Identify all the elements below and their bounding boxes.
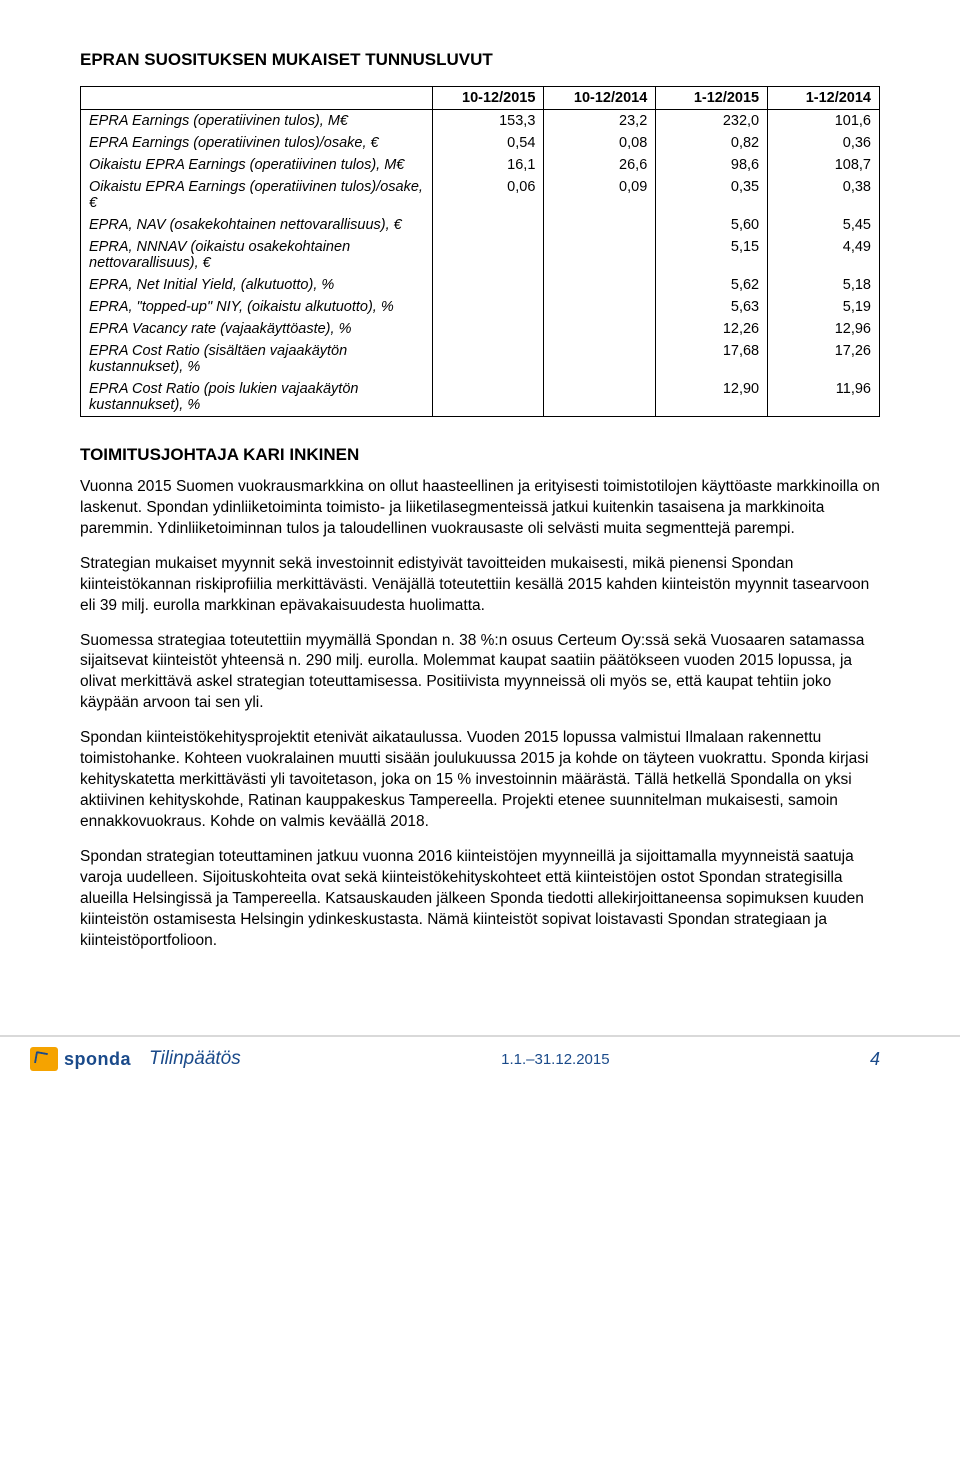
row-label: EPRA, Net Initial Yield, (alkutuotto), % bbox=[81, 274, 433, 296]
col-blank bbox=[81, 87, 433, 110]
col-3: 1-12/2015 bbox=[656, 87, 768, 110]
row-value bbox=[544, 378, 656, 417]
row-label: EPRA Vacancy rate (vajaakäyttöaste), % bbox=[81, 318, 433, 340]
row-value bbox=[432, 340, 544, 378]
table-row: EPRA, NAV (osakekohtainen nettovarallisu… bbox=[81, 214, 880, 236]
body-paragraph: Spondan kiinteistökehitysprojektit eteni… bbox=[80, 728, 880, 833]
row-value: 0,06 bbox=[432, 176, 544, 214]
row-value: 26,6 bbox=[544, 154, 656, 176]
row-value: 0,08 bbox=[544, 132, 656, 154]
row-label: EPRA, NNNAV (oikaistu osakekohtainen net… bbox=[81, 236, 433, 274]
row-value: 5,45 bbox=[768, 214, 880, 236]
row-value: 101,6 bbox=[768, 110, 880, 133]
row-value: 23,2 bbox=[544, 110, 656, 133]
row-value: 17,68 bbox=[656, 340, 768, 378]
report-name: Tilinpäätös bbox=[149, 1048, 241, 1070]
row-label: EPRA Earnings (operatiivinen tulos), M€ bbox=[81, 110, 433, 133]
table-row: EPRA Vacancy rate (vajaakäyttöaste), % 12… bbox=[81, 318, 880, 340]
row-value: 17,26 bbox=[768, 340, 880, 378]
row-value bbox=[544, 296, 656, 318]
row-value: 16,1 bbox=[432, 154, 544, 176]
row-value: 232,0 bbox=[656, 110, 768, 133]
table-row: EPRA Cost Ratio (pois lukien vajaakäytön… bbox=[81, 378, 880, 417]
row-value bbox=[432, 378, 544, 417]
table-row: Oikaistu EPRA Earnings (operatiivinen tu… bbox=[81, 154, 880, 176]
table-row: EPRA, NNNAV (oikaistu osakekohtainen net… bbox=[81, 236, 880, 274]
page-title: EPRAN SUOSITUKSEN MUKAISET TUNNUSLUVUT bbox=[80, 50, 880, 70]
row-value: 4,49 bbox=[768, 236, 880, 274]
row-value: 153,3 bbox=[432, 110, 544, 133]
row-value: 0,38 bbox=[768, 176, 880, 214]
brand-logo: sponda bbox=[30, 1047, 131, 1071]
row-value bbox=[544, 214, 656, 236]
row-value bbox=[432, 214, 544, 236]
table-row: EPRA Earnings (operatiivinen tulos), M€1… bbox=[81, 110, 880, 133]
table-row: EPRA Cost Ratio (sisältäen vajaakäytön k… bbox=[81, 340, 880, 378]
row-value: 98,6 bbox=[656, 154, 768, 176]
body-paragraph: Suomessa strategiaa toteutettiin myymäll… bbox=[80, 631, 880, 715]
row-value: 11,96 bbox=[768, 378, 880, 417]
brand-word: sponda bbox=[64, 1049, 131, 1070]
row-label: EPRA, "topped-up" NIY, (oikaistu alkutuo… bbox=[81, 296, 433, 318]
row-value: 5,18 bbox=[768, 274, 880, 296]
table-row: Oikaistu EPRA Earnings (operatiivinen tu… bbox=[81, 176, 880, 214]
row-value: 0,09 bbox=[544, 176, 656, 214]
row-value bbox=[544, 340, 656, 378]
row-value: 5,15 bbox=[656, 236, 768, 274]
row-label: EPRA Earnings (operatiivinen tulos)/osak… bbox=[81, 132, 433, 154]
page-number: 4 bbox=[870, 1049, 880, 1070]
row-value: 5,63 bbox=[656, 296, 768, 318]
row-value: 108,7 bbox=[768, 154, 880, 176]
row-label: EPRA, NAV (osakekohtainen nettovarallisu… bbox=[81, 214, 433, 236]
col-1: 10-12/2015 bbox=[432, 87, 544, 110]
row-value bbox=[544, 236, 656, 274]
ceo-section-title: TOIMITUSJOHTAJA KARI INKINEN bbox=[80, 445, 880, 465]
body-paragraph: Spondan strategian toteuttaminen jatkuu … bbox=[80, 847, 880, 952]
table-header-row: 10-12/2015 10-12/2014 1-12/2015 1-12/201… bbox=[81, 87, 880, 110]
row-value: 0,35 bbox=[656, 176, 768, 214]
row-label: Oikaistu EPRA Earnings (operatiivinen tu… bbox=[81, 176, 433, 214]
table-row: EPRA Earnings (operatiivinen tulos)/osak… bbox=[81, 132, 880, 154]
body-text: Vuonna 2015 Suomen vuokrausmarkkina on o… bbox=[80, 477, 880, 951]
row-value: 12,26 bbox=[656, 318, 768, 340]
row-value bbox=[544, 318, 656, 340]
body-paragraph: Strategian mukaiset myynnit sekä investo… bbox=[80, 554, 880, 617]
row-label: Oikaistu EPRA Earnings (operatiivinen tu… bbox=[81, 154, 433, 176]
col-4: 1-12/2014 bbox=[768, 87, 880, 110]
row-value bbox=[432, 236, 544, 274]
row-value: 12,90 bbox=[656, 378, 768, 417]
row-value bbox=[432, 296, 544, 318]
row-value: 0,82 bbox=[656, 132, 768, 154]
epra-table: 10-12/2015 10-12/2014 1-12/2015 1-12/201… bbox=[80, 86, 880, 417]
row-value: 0,36 bbox=[768, 132, 880, 154]
row-value: 0,54 bbox=[432, 132, 544, 154]
row-value bbox=[544, 274, 656, 296]
body-paragraph: Vuonna 2015 Suomen vuokrausmarkkina on o… bbox=[80, 477, 880, 540]
page-footer: sponda Tilinpäätös 1.1.–31.12.2015 4 bbox=[0, 1035, 960, 1091]
row-value: 12,96 bbox=[768, 318, 880, 340]
logo-mark-icon bbox=[30, 1047, 58, 1071]
row-value bbox=[432, 274, 544, 296]
col-2: 10-12/2014 bbox=[544, 87, 656, 110]
table-row: EPRA, "topped-up" NIY, (oikaistu alkutuo… bbox=[81, 296, 880, 318]
row-value: 5,60 bbox=[656, 214, 768, 236]
row-value: 5,19 bbox=[768, 296, 880, 318]
row-value: 5,62 bbox=[656, 274, 768, 296]
report-period: 1.1.–31.12.2015 bbox=[501, 1051, 609, 1068]
row-label: EPRA Cost Ratio (sisältäen vajaakäytön k… bbox=[81, 340, 433, 378]
row-label: EPRA Cost Ratio (pois lukien vajaakäytön… bbox=[81, 378, 433, 417]
table-row: EPRA, Net Initial Yield, (alkutuotto), %… bbox=[81, 274, 880, 296]
row-value bbox=[432, 318, 544, 340]
